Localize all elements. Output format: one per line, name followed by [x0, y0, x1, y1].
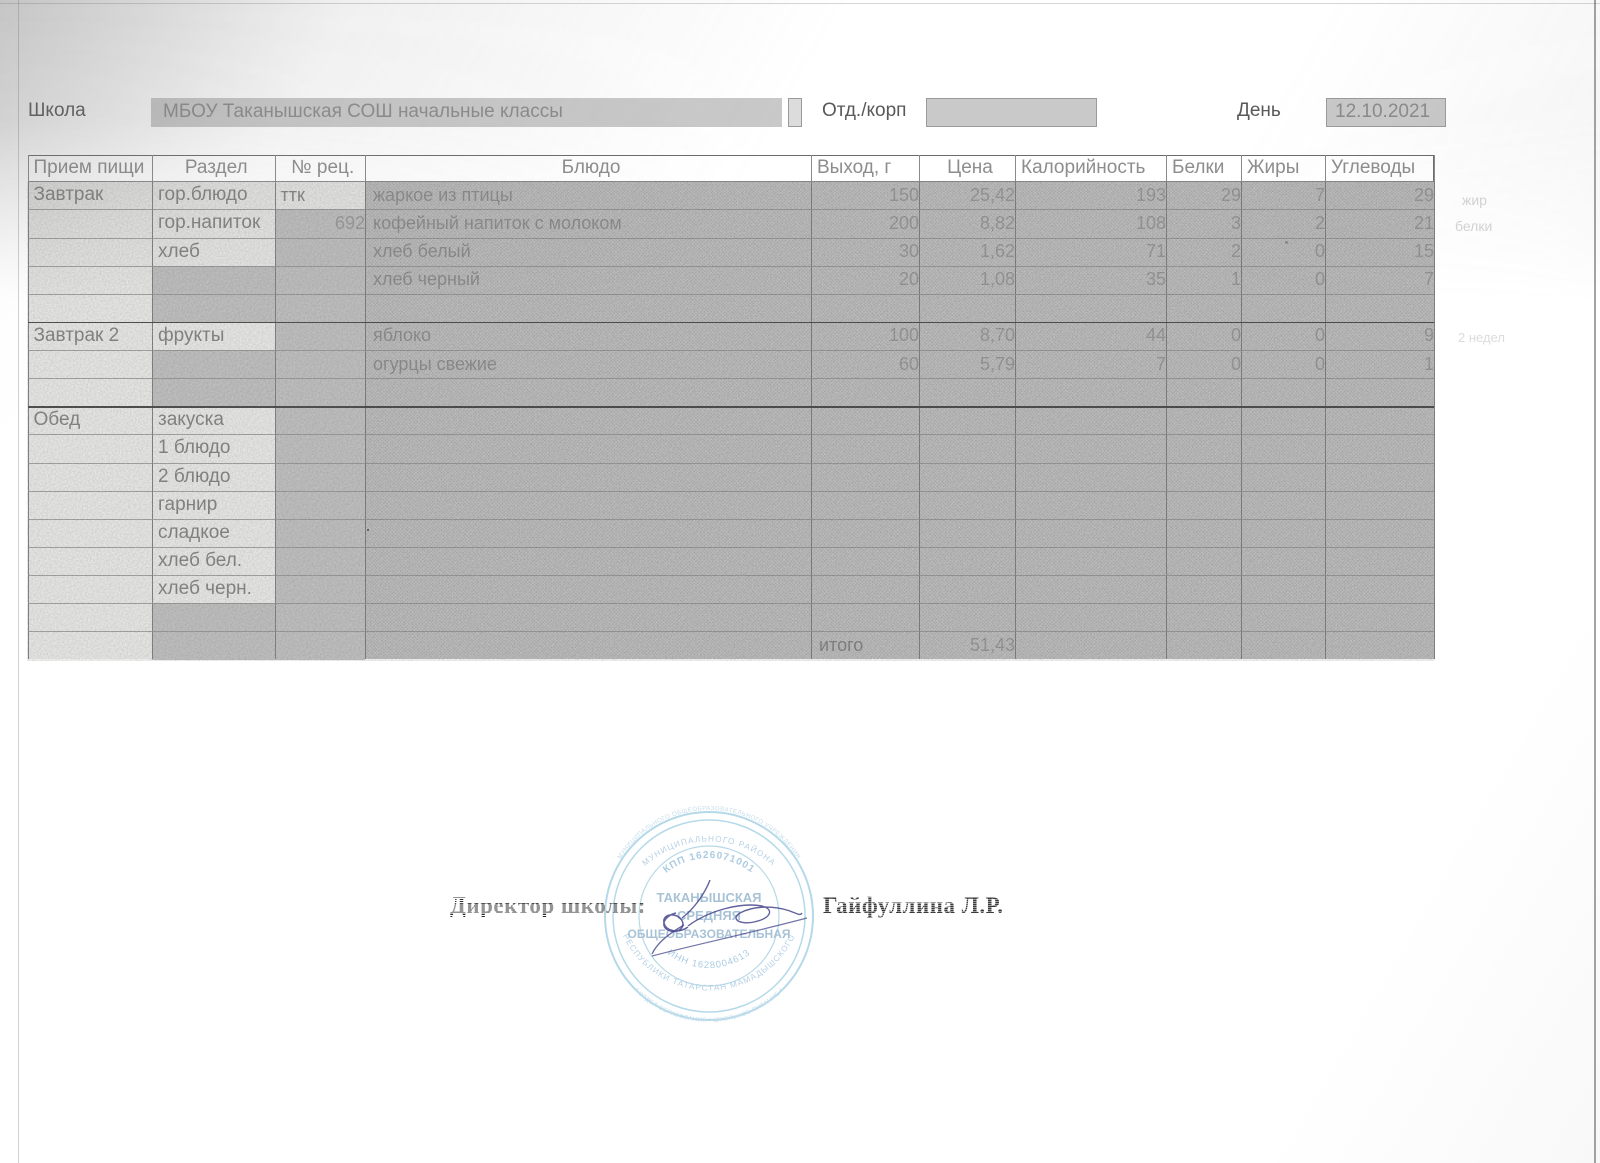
- svg-text:КПП 1626071001: КПП 1626071001: [661, 850, 756, 876]
